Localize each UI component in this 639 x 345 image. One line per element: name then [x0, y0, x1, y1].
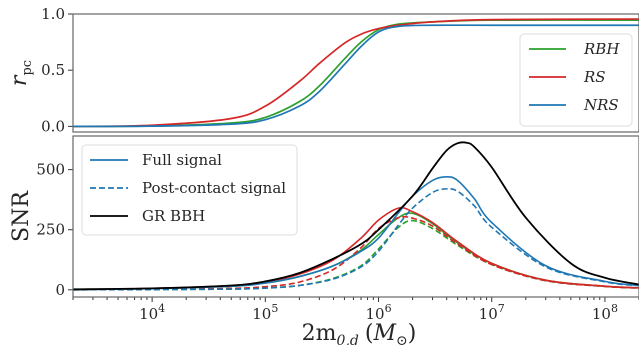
top-series-rs-line [73, 18, 639, 128]
top-panel: 0.0 0.5 1.0 rpc RBH RS NRS [7, 5, 639, 135]
bottom-ytick-label: 500 [36, 161, 65, 179]
top-legend: RBH RS NRS [519, 33, 633, 127]
bottom-legend-label-1: Full signal [142, 151, 222, 169]
top-axes-frame [72, 13, 639, 133]
top-ytick-label: 1.0 [41, 5, 65, 23]
top-legend-label-nrs: NRS [583, 96, 619, 114]
bottom-xtick-label: 107 [479, 302, 505, 323]
bottom-series-nrs-post-contact-line [73, 187, 639, 291]
top-legend-box [519, 33, 633, 127]
bottom-y-axis-label: SNR [9, 190, 34, 242]
bottom-panel: 0 250 500 104 105 106 107 108 SNR 2m0,d (M⊙) Full s… [9, 135, 639, 345]
bottom-series-gr-bbh-full-line [73, 141, 639, 291]
bottom-xtick-label: 105 [252, 302, 278, 323]
top-ytick-label: 0.5 [41, 61, 65, 79]
bottom-axes-frame [72, 135, 639, 298]
top-ytick-label: 0.0 [41, 117, 65, 135]
bottom-ytick-label: 0 [55, 281, 65, 299]
bottom-xtick-label: 104 [139, 302, 165, 323]
bottom-legend-box [81, 144, 298, 236]
bottom-legend-label-2: Post-contact signal [142, 179, 286, 197]
top-legend-label-rs: RS [583, 68, 606, 86]
top-y-axis-label: rpc [7, 60, 35, 86]
top-legend-label-rbh: RBH [583, 40, 620, 58]
x-axis-label: 2m0,d (M⊙) [302, 321, 417, 345]
bottom-xtick-label: 108 [592, 302, 618, 323]
bottom-legend: Full signal Post-contact signal GR BBH [81, 144, 298, 236]
bottom-ytick-label: 250 [36, 221, 65, 239]
bottom-xtick-label: 106 [365, 302, 391, 323]
top-series-nrs-line [73, 24, 639, 128]
bottom-legend-label-3: GR BBH [142, 207, 205, 225]
